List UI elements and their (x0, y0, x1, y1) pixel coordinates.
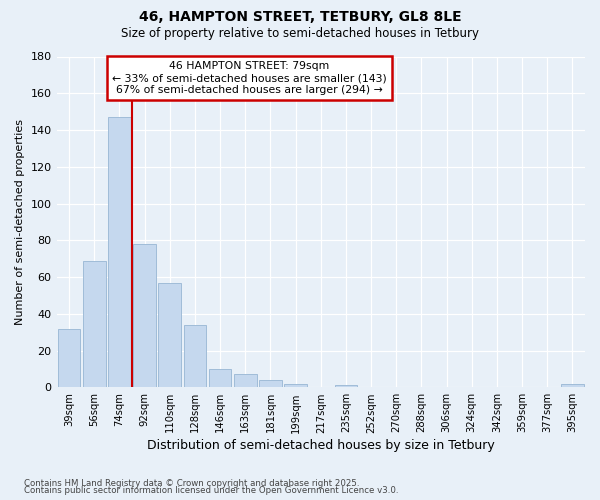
Text: 46, HAMPTON STREET, TETBURY, GL8 8LE: 46, HAMPTON STREET, TETBURY, GL8 8LE (139, 10, 461, 24)
Bar (234, 374, 257, 388)
Bar (83, 260, 106, 388)
Bar (259, 380, 282, 388)
Bar (184, 325, 206, 388)
Bar (561, 384, 584, 388)
Text: 46 HAMPTON STREET: 79sqm
← 33% of semi-detached houses are smaller (143)
67% of : 46 HAMPTON STREET: 79sqm ← 33% of semi-d… (112, 62, 387, 94)
Bar (133, 244, 156, 388)
Bar (158, 282, 181, 388)
Y-axis label: Number of semi-detached properties: Number of semi-detached properties (15, 119, 25, 325)
Text: Contains public sector information licensed under the Open Government Licence v3: Contains public sector information licen… (24, 486, 398, 495)
Bar (284, 384, 307, 388)
Text: Contains HM Land Registry data © Crown copyright and database right 2025.: Contains HM Land Registry data © Crown c… (24, 478, 359, 488)
Bar (335, 386, 357, 388)
Bar (209, 369, 232, 388)
Bar (108, 117, 131, 388)
Text: Size of property relative to semi-detached houses in Tetbury: Size of property relative to semi-detach… (121, 28, 479, 40)
X-axis label: Distribution of semi-detached houses by size in Tetbury: Distribution of semi-detached houses by … (147, 440, 494, 452)
Bar (58, 328, 80, 388)
